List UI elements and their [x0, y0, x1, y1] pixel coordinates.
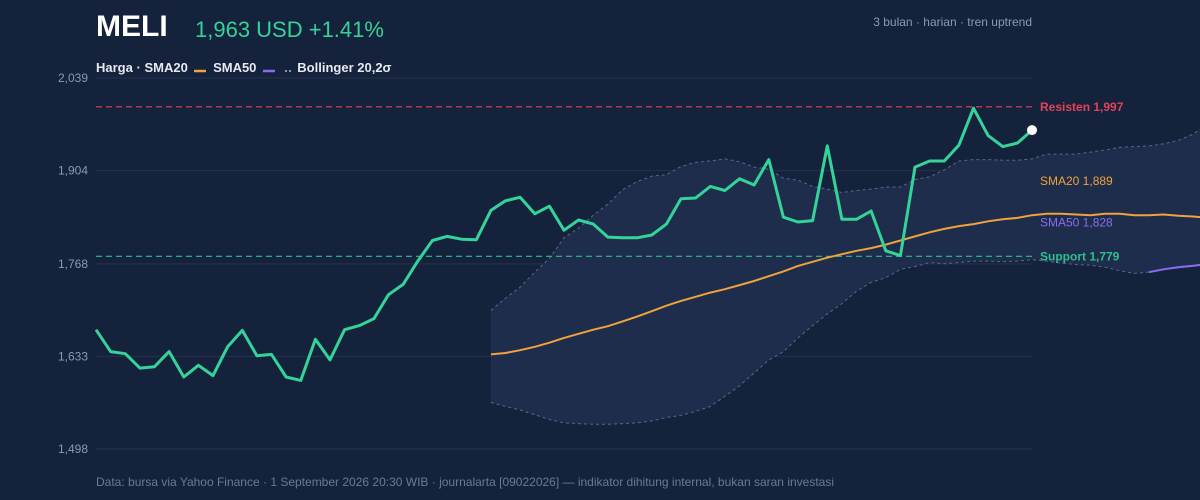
y-tick-label: 1,904	[58, 164, 88, 178]
chart-meta: 3 bulan · harian · tren uptrend	[873, 15, 1032, 29]
bollinger-lower-line	[490, 259, 1200, 425]
resisten-label: Resisten 1,997	[1040, 100, 1124, 114]
footer-source: Data: bursa via Yahoo Finance · 1 Septem…	[96, 475, 834, 489]
bollinger-band-fill	[490, 129, 1200, 425]
bollinger-upper-line	[490, 128, 1200, 311]
sma50-line	[1148, 263, 1200, 274]
ticker-symbol: MELI	[96, 10, 168, 43]
y-tick-label: 2,039	[58, 71, 88, 85]
y-tick-label: 1,633	[58, 349, 88, 363]
sma20-end-label: SMA20 1,889	[1040, 174, 1113, 188]
price-last-point	[1027, 125, 1037, 136]
legend-sma50-label: SMA50	[213, 60, 257, 75]
sma50-end-label: SMA50 1,828	[1040, 216, 1113, 230]
legend-price-label: Harga	[96, 60, 133, 75]
sma20-line	[490, 212, 1200, 356]
legend: Harga · SMA20 SMA50 Bollinger 20,2σ	[96, 60, 391, 76]
legend-sma20-swatch	[193, 61, 207, 76]
legend-sma20-label: SMA20	[144, 60, 188, 75]
y-tick-label: 1,498	[58, 442, 88, 456]
price-line	[94, 106, 1033, 382]
y-tick-label: 1,768	[58, 257, 88, 271]
legend-bollinger-swatch	[284, 61, 292, 76]
legend-bollinger-label: Bollinger 20,2σ	[297, 60, 392, 75]
legend-sma50-swatch	[262, 61, 276, 76]
support-label: Support 1,779	[1040, 249, 1120, 263]
legend-separator: ·	[136, 60, 141, 75]
price-change: 1,963 USD +1.41%	[195, 17, 384, 42]
